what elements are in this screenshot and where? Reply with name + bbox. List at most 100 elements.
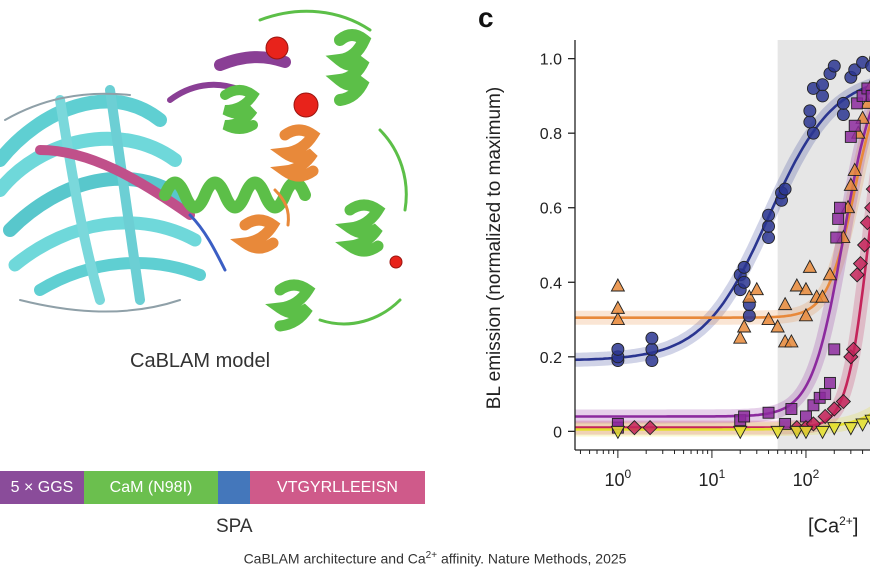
data-point-0-25: [827, 59, 841, 73]
data-point-2-11: [824, 376, 836, 389]
data-point-3-0: [626, 419, 643, 436]
data-point-1-7: [761, 311, 776, 325]
panel-letter-c: c: [478, 2, 494, 33]
data-points: [610, 55, 870, 440]
segment-spa: [218, 471, 250, 504]
luciferase-domain: [0, 85, 206, 313]
y-tick-label-1: 0.2: [540, 350, 562, 367]
protein-structure-illustration: [0, 9, 408, 332]
y-tick-label-5: 1.0: [540, 52, 562, 69]
model-label: CaBLAM model: [130, 350, 271, 372]
data-point-2-17: [848, 119, 861, 132]
data-point-3-7: [835, 393, 852, 410]
data-point-4-8: [855, 418, 870, 432]
data-point-3-14: [864, 201, 870, 214]
data-point-4-7: [843, 422, 859, 436]
data-point-0-27: [836, 96, 850, 110]
data-point-4-9: [864, 414, 870, 426]
data-point-2-10: [819, 388, 832, 401]
data-point-0-9: [737, 260, 751, 274]
data-point-1-11: [784, 333, 799, 348]
data-point-1-3: [732, 330, 748, 344]
data-point-2-16: [844, 130, 857, 143]
data-point-3-5: [817, 408, 833, 425]
y-tick-label-4: 0.8: [540, 126, 562, 143]
x-tick-label-2: 102: [793, 467, 820, 490]
data-point-4-5: [815, 425, 830, 440]
segment-linker: 5 × GGS: [0, 471, 84, 504]
data-point-4-0: [610, 425, 626, 440]
data-point-3-9: [845, 341, 862, 358]
segment-label-linker: 5 × GGS: [10, 479, 74, 496]
data-point-1-12: [789, 278, 805, 292]
data-point-1-13: [798, 307, 814, 322]
calcium-ions: [265, 36, 403, 269]
y-axis-label: BL emission (normalized to maximum): [484, 87, 505, 409]
data-point-2-5: [779, 417, 792, 430]
axis-ticks: 00.20.40.60.81.0100101102103: [540, 52, 864, 490]
data-point-1-2: [610, 278, 626, 292]
data-point-0-14: [762, 208, 775, 222]
chart-axes: [574, 40, 870, 451]
data-point-2-8: [807, 399, 820, 412]
data-point-0-29: [848, 63, 862, 77]
data-point-2-6: [785, 403, 798, 415]
data-point-4-6: [827, 422, 842, 436]
segment-peptide: VTGYRLLEEISN: [250, 471, 425, 504]
x-axis-label-suffix: ]: [852, 515, 859, 538]
data-point-2-4: [762, 406, 775, 419]
construct-bar: 5 × GGS CaM (N98I) VTGYRLLEEISN: [0, 471, 425, 504]
data-point-3-11: [852, 255, 869, 272]
data-point-1-15: [802, 259, 818, 273]
y-tick-label-0: 0: [553, 424, 562, 441]
data-point-1-5: [742, 289, 757, 303]
segment-label-calmodulin: CaM (N98I): [109, 479, 193, 496]
segment-label-peptide: VTGYRLLEEISN: [277, 479, 398, 496]
data-point-1-14: [798, 281, 814, 296]
x-tick-label-0: 100: [605, 467, 632, 490]
data-point-0-19: [803, 104, 817, 118]
data-point-4-4: [798, 425, 814, 440]
data-point-2-14: [832, 212, 845, 225]
data-point-1-22: [847, 162, 862, 176]
data-point-0-23: [816, 78, 829, 92]
data-point-0-10: [742, 309, 756, 323]
x-axis-label-superscript: 2+: [839, 514, 853, 528]
peptide-domain: [230, 124, 321, 254]
data-point-0-5: [645, 331, 659, 345]
data-point-3-6: [826, 401, 842, 417]
figure-caption: CaBLAM architecture and Ca2+ affinity. N…: [0, 550, 870, 567]
data-point-3-13: [859, 214, 870, 231]
data-point-1-21: [843, 177, 859, 191]
y-tick-label-2: 0.4: [540, 275, 562, 292]
data-point-3-1: [642, 419, 658, 436]
data-point-3-10: [849, 267, 865, 283]
y-tick-label-3: 0.6: [540, 201, 562, 218]
x-tick-label-1: 101: [699, 467, 726, 490]
x-axis-label-prefix: [Ca: [808, 515, 840, 538]
data-point-0-31: [865, 59, 870, 73]
data-point-4-3: [789, 425, 805, 440]
data-point-1-1: [610, 300, 626, 314]
segment-calmodulin: CaM (N98I): [84, 471, 218, 504]
data-point-3-12: [856, 237, 870, 253]
data-point-3-15: [865, 184, 870, 194]
caption-text: CaBLAM architecture and Ca: [243, 550, 426, 567]
data-point-1-18: [822, 266, 838, 281]
data-point-1-0: [610, 311, 626, 325]
data-point-4-1: [732, 425, 748, 440]
data-point-0-3: [645, 354, 659, 367]
data-point-1-4: [736, 319, 752, 333]
x-axis-label: [Ca2+]: [808, 514, 858, 539]
data-point-0-26: [836, 108, 850, 121]
data-point-0-22: [816, 89, 829, 103]
caption-text-end: affinity. Nature Methods, 2025: [437, 550, 627, 567]
data-point-0-18: [803, 115, 817, 129]
data-point-2-3: [738, 410, 751, 423]
caption-superscript: 2+: [425, 550, 438, 561]
data-point-0-13: [762, 219, 775, 233]
data-point-2-15: [834, 201, 846, 214]
data-point-1-8: [770, 319, 785, 333]
data-point-2-21: [865, 89, 870, 102]
